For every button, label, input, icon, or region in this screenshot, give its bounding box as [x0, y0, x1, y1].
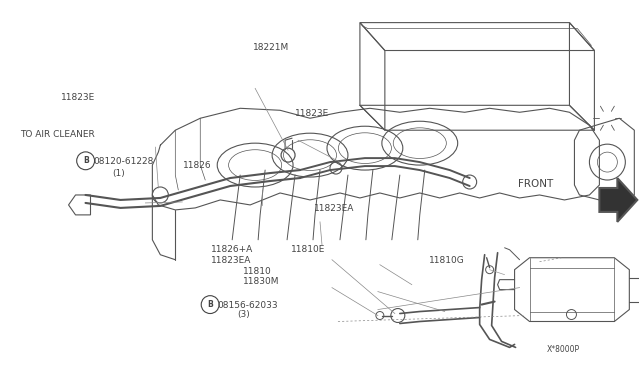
Text: 08156-62033: 08156-62033	[218, 301, 278, 310]
Text: 11823E: 11823E	[294, 109, 329, 118]
Text: 11810: 11810	[243, 267, 272, 276]
Text: 11826: 11826	[182, 161, 211, 170]
Text: (1): (1)	[113, 169, 125, 177]
Text: 18221M: 18221M	[253, 42, 289, 51]
Text: 11830M: 11830M	[243, 277, 280, 286]
Text: (3): (3)	[237, 311, 250, 320]
Text: 11810E: 11810E	[291, 244, 326, 253]
Text: 11826+A: 11826+A	[211, 244, 253, 253]
Text: 11823E: 11823E	[61, 93, 95, 102]
Text: B: B	[207, 300, 213, 309]
Text: B: B	[83, 156, 88, 165]
Text: TO AIR CLEANER: TO AIR CLEANER	[20, 129, 95, 139]
Text: 11810G: 11810G	[429, 256, 464, 265]
Text: 11823EA: 11823EA	[211, 256, 252, 265]
Polygon shape	[600, 178, 637, 222]
Text: 11823EA: 11823EA	[314, 204, 354, 213]
Text: X*8000P: X*8000P	[547, 345, 580, 354]
Text: FRONT: FRONT	[518, 179, 553, 189]
Text: 08120-61228: 08120-61228	[93, 157, 154, 166]
